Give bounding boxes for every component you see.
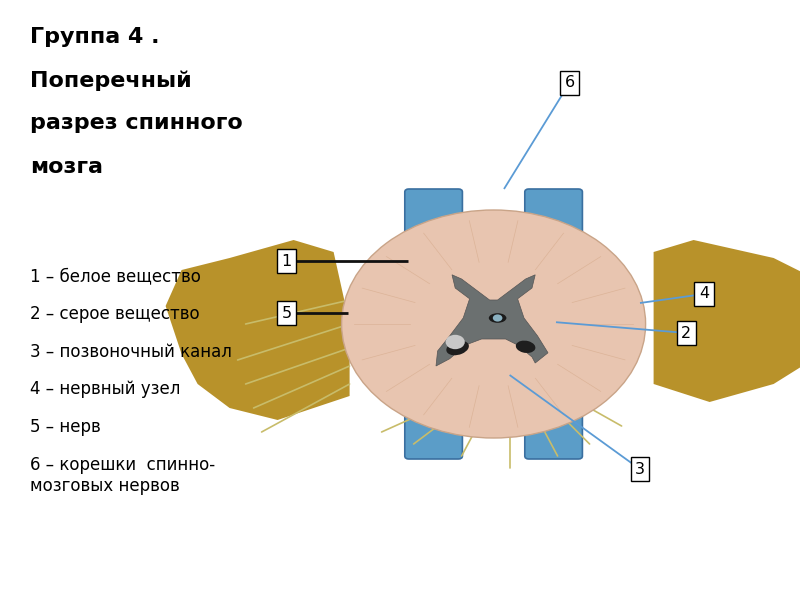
Text: разрез спинного: разрез спинного xyxy=(30,113,243,133)
FancyBboxPatch shape xyxy=(405,189,462,459)
Ellipse shape xyxy=(489,313,506,323)
Text: 4 – нервный узел: 4 – нервный узел xyxy=(30,380,181,398)
Text: 5: 5 xyxy=(282,305,291,320)
Text: 2 – серое вещество: 2 – серое вещество xyxy=(30,305,200,323)
Text: мозга: мозга xyxy=(30,157,103,176)
FancyBboxPatch shape xyxy=(525,189,582,459)
Text: 1 – белое вещество: 1 – белое вещество xyxy=(30,267,202,285)
Polygon shape xyxy=(166,240,350,420)
Text: 6: 6 xyxy=(565,75,574,90)
Text: 6 – корешки  спинно-
мозговых нервов: 6 – корешки спинно- мозговых нервов xyxy=(30,456,215,495)
Ellipse shape xyxy=(446,341,469,355)
Text: 4: 4 xyxy=(699,286,709,301)
Text: 3 – позвоночный канал: 3 – позвоночный канал xyxy=(30,343,232,361)
Text: Группа 4 .: Группа 4 . xyxy=(30,27,160,47)
Text: 2: 2 xyxy=(682,325,691,340)
Circle shape xyxy=(446,335,465,349)
Text: 5 – нерв: 5 – нерв xyxy=(30,418,101,436)
Text: 3: 3 xyxy=(635,462,645,476)
Polygon shape xyxy=(654,240,800,402)
Polygon shape xyxy=(436,275,548,366)
Text: Поперечный: Поперечный xyxy=(30,70,192,91)
Text: 1: 1 xyxy=(282,254,291,269)
Circle shape xyxy=(342,210,646,438)
Ellipse shape xyxy=(516,341,535,353)
Circle shape xyxy=(493,314,502,322)
